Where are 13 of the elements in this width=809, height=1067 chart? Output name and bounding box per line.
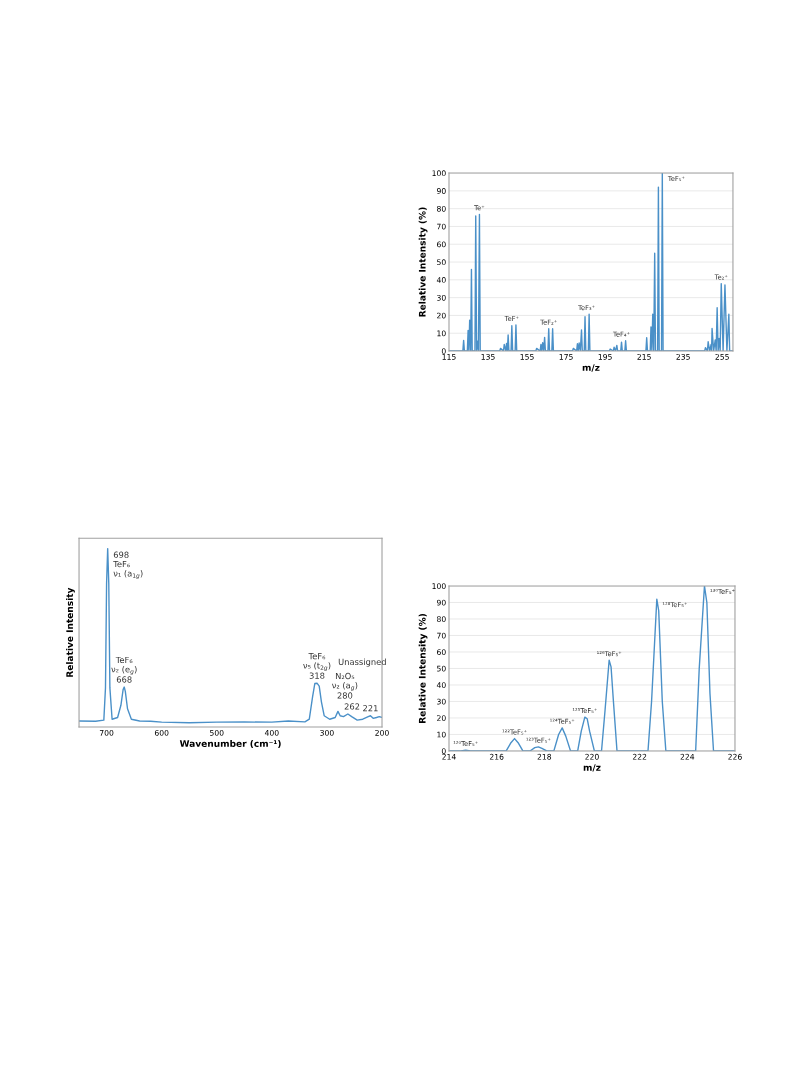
- annotation: TeF₆ ν₅ (t$_{2g}$) 318: [303, 653, 331, 679]
- x-axis-title: Wavenumber (cm⁻¹): [179, 740, 281, 749]
- y-axis-title: Relative Intensity (%): [418, 207, 428, 317]
- annotation: Unassigned: [338, 658, 386, 667]
- annotation: N₂O₅ ν₂ (a$_{g}$) 280: [332, 672, 358, 699]
- x-axis-title: m/z: [582, 364, 600, 372]
- annotation: 221: [363, 705, 378, 712]
- annotation: TeF₆ ν₂ (e$_{g}$) 668: [111, 656, 137, 683]
- annotation: 698 TeF₆ ν₁ (a$_{1g}$): [113, 551, 143, 579]
- y-axis-title: Relative Intensity: [66, 587, 75, 677]
- annotation: 262: [344, 703, 360, 710]
- y-axis-title: Relative Intensity (%): [418, 613, 428, 723]
- x-axis-title: m/z: [583, 764, 601, 772]
